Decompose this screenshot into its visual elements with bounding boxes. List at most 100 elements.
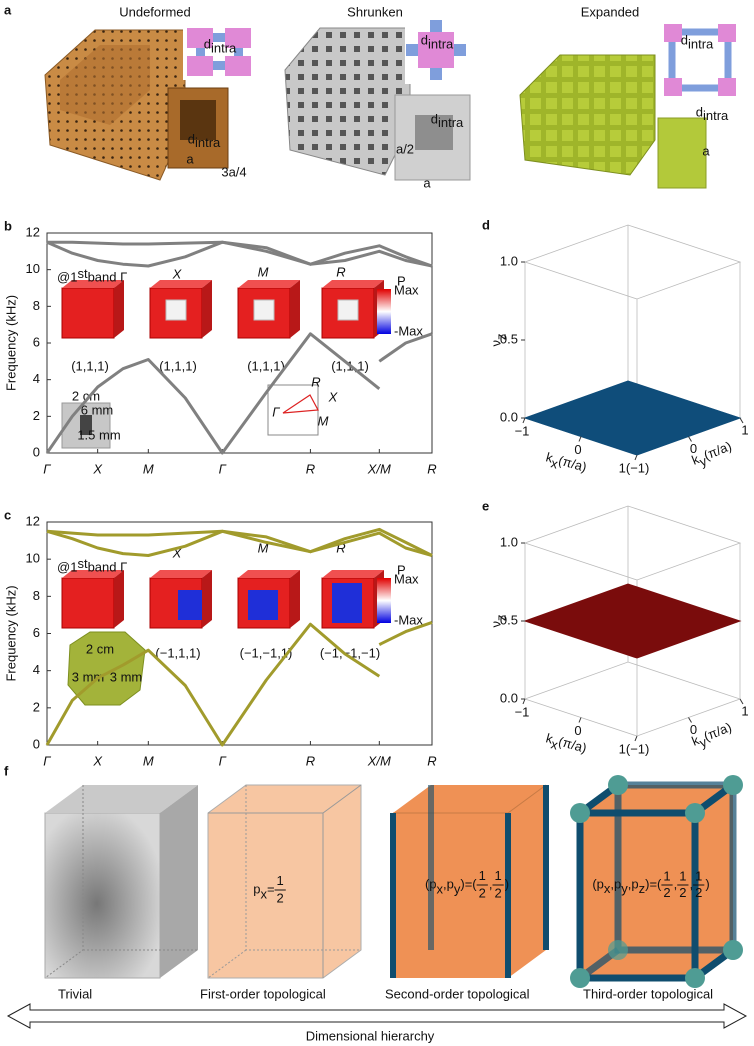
mode-cube-window — [165, 299, 187, 321]
text-part: , — [689, 876, 693, 891]
y-axis-title: Frequency (kHz) — [3, 295, 18, 391]
subscript: x — [549, 455, 560, 471]
y-tick-label: 0 — [690, 722, 697, 737]
dimension-label: 3a/4 — [221, 164, 246, 179]
mode-label: (−1,1,1) — [155, 645, 200, 660]
mode-cube — [61, 577, 115, 629]
z-tick-label: 0.0 — [500, 409, 518, 424]
mode-cube-top — [62, 570, 124, 578]
x-tick-label: 1(−1) — [619, 460, 650, 475]
mode-label: (1,1,1) — [159, 358, 197, 373]
bz-label: X — [328, 389, 339, 404]
scale-min: -Max — [394, 612, 423, 627]
y-tick-label: 6 — [33, 334, 40, 349]
x-tick-label: −1 — [515, 704, 530, 719]
y-tick — [688, 717, 692, 723]
fraction-numerator: 1 — [695, 869, 702, 884]
dimension-label: 1.5 mm — [77, 427, 120, 442]
subscript: y — [621, 881, 628, 896]
point-label: M — [258, 264, 269, 279]
fraction-numerator: 1 — [679, 869, 686, 884]
box-top — [523, 224, 742, 300]
text-part: (π/a) — [557, 453, 588, 475]
text-part: band Γ — [88, 269, 128, 284]
point-label: R — [336, 264, 345, 279]
arrow-label: Dimensional hierarchy — [306, 1028, 435, 1043]
x-tick — [634, 454, 638, 461]
bz-cube — [267, 384, 319, 436]
dimension-label: d intra — [188, 131, 221, 150]
dimension-label: d intra — [696, 104, 729, 123]
dimension-label: a/2 — [396, 141, 414, 156]
y-tick-label: 1 — [741, 703, 748, 718]
dimension-label: d intra — [431, 111, 464, 130]
mode-cube-top — [322, 280, 384, 288]
z-tick-label: 0.5 — [500, 331, 518, 346]
mode-cube-negative — [332, 583, 362, 623]
cube-label: Third-order topological — [583, 986, 713, 1001]
y-tick-label: 2 — [33, 408, 40, 423]
band-line — [45, 332, 381, 455]
text-part: )=( — [460, 876, 477, 891]
mode-label: (−1,−1,1) — [240, 645, 293, 660]
x-tick-label: Γ — [43, 753, 51, 768]
mode-cube-window — [253, 299, 275, 321]
x-tick-label: Γ — [219, 461, 227, 476]
panel-letter: e — [482, 498, 489, 513]
dimension-label: 2 cm — [86, 641, 114, 656]
text-part: d — [188, 131, 195, 146]
dimension-label: 6 mm — [81, 402, 114, 417]
y-tick-label: 0 — [33, 736, 40, 751]
mode-cube-side — [114, 570, 124, 628]
bz-label: R — [311, 374, 320, 389]
y-tick-label: 0 — [690, 441, 697, 456]
x-tick-label: R — [306, 461, 315, 476]
fraction-numerator: 1 — [663, 869, 670, 884]
fraction-numerator: 1 — [277, 873, 284, 888]
dimension-label: 3 mm — [110, 669, 143, 684]
color-scale — [377, 289, 391, 334]
text-part: , — [610, 876, 614, 891]
fraction-denominator: 2 — [277, 891, 284, 906]
mode-label: (−1,−1,−1) — [320, 645, 380, 660]
x-tick-label: X/M — [367, 753, 391, 768]
fraction-numerator: 1 — [479, 868, 486, 883]
y-tick-label: 2 — [33, 699, 40, 714]
fraction-denominator: 2 — [663, 885, 670, 900]
y-tick-label: 1 — [741, 422, 748, 437]
band-line — [45, 622, 381, 747]
scale-min: -Max — [394, 323, 423, 338]
cube-label: Trivial — [58, 986, 92, 1001]
y-tick-label: 0 — [33, 444, 40, 459]
panel-letter: c — [4, 507, 11, 522]
x-axis-title: kx (π/a) — [544, 730, 588, 755]
fraction-denominator: 2 — [494, 886, 501, 901]
text-part: a/2 — [396, 141, 414, 156]
dimension-label: a — [423, 175, 431, 190]
mode-cube — [61, 287, 115, 339]
color-scale — [377, 578, 391, 623]
panel-letter: d — [482, 217, 490, 232]
x-tick-label: Γ — [43, 461, 51, 476]
bz-label: M — [318, 413, 329, 428]
panel-letter: a — [4, 2, 12, 17]
text-part: (π/a) — [702, 719, 734, 744]
y-axis-title: Frequency (kHz) — [3, 585, 18, 681]
text-part: p — [597, 876, 604, 891]
subscript: intra — [211, 40, 237, 55]
y-tick-label: 8 — [33, 588, 40, 603]
mode-cube-negative — [248, 590, 278, 620]
mode-cube-side — [202, 280, 212, 338]
text-part: a — [423, 175, 431, 190]
superscript: st — [77, 556, 88, 571]
band-label: @1 st band Γ — [57, 266, 127, 285]
text-part: ν — [488, 340, 503, 347]
text-part: ) — [705, 876, 709, 891]
x-tick-label: X — [92, 753, 103, 768]
text-part: p — [614, 876, 621, 891]
subscript: intra — [438, 115, 464, 130]
dimension-label: d intra — [681, 32, 714, 51]
subscript: intra — [428, 36, 454, 51]
